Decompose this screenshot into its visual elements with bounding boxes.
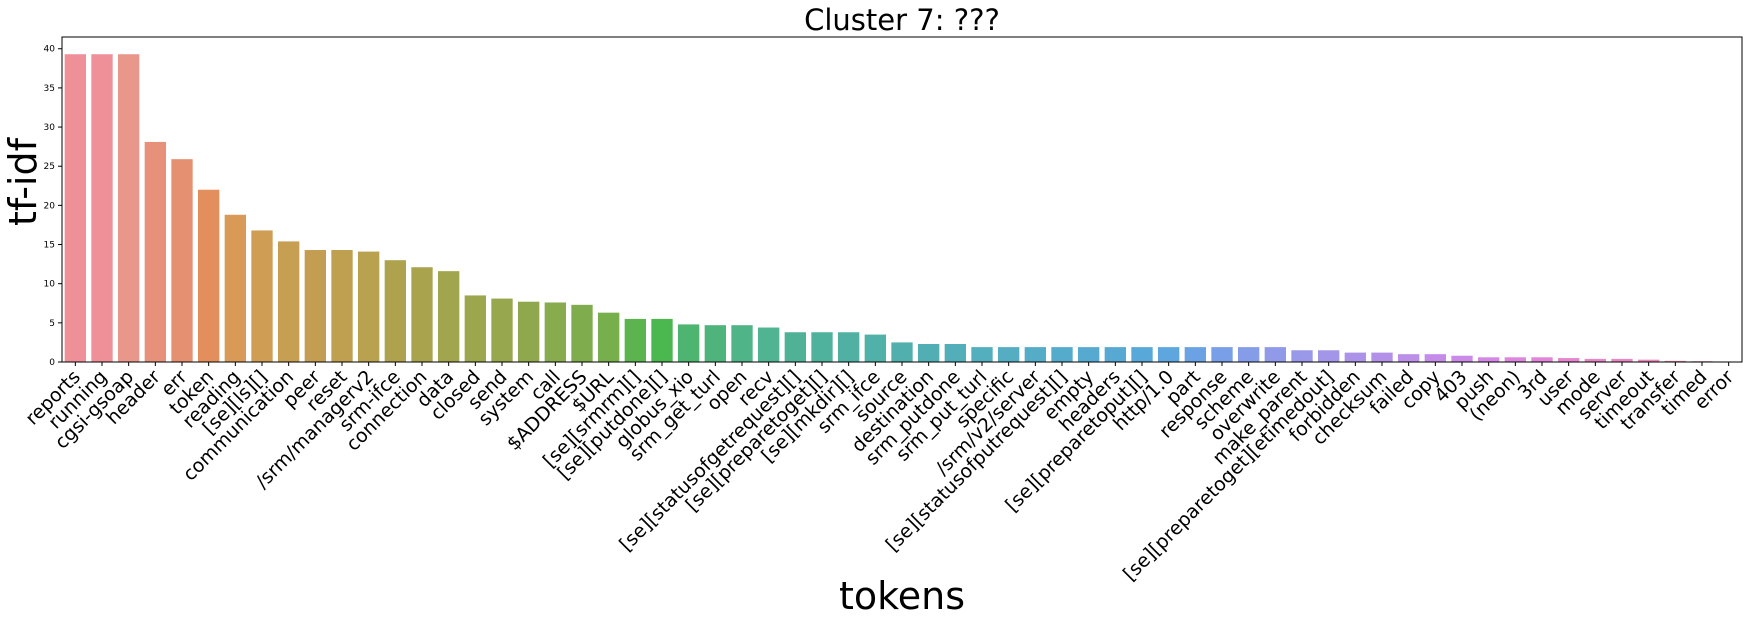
y-tick-label: 0 bbox=[49, 358, 55, 368]
bar bbox=[224, 214, 246, 362]
bar bbox=[971, 347, 993, 362]
bar bbox=[624, 318, 646, 362]
y-axis-ticks: 0 5 10 15 20 25 30 35 40 bbox=[44, 45, 62, 368]
y-tick-label: 30 bbox=[44, 123, 56, 133]
bar bbox=[1238, 347, 1260, 362]
bar bbox=[384, 260, 406, 362]
bar bbox=[678, 324, 700, 362]
y-tick-label: 20 bbox=[44, 201, 56, 211]
bar bbox=[1424, 354, 1446, 362]
y-tick-label: 25 bbox=[44, 162, 55, 172]
bar bbox=[251, 230, 273, 362]
bar bbox=[1078, 347, 1100, 362]
bar bbox=[358, 251, 380, 362]
bar bbox=[1371, 352, 1393, 362]
bar bbox=[1024, 347, 1046, 362]
bar bbox=[198, 189, 220, 362]
chart-title: Cluster 7: ??? bbox=[804, 3, 1000, 37]
x-axis-ticks: reportsrunningcgsi-gsoapheadererrtokenre… bbox=[21, 362, 1738, 585]
bar bbox=[998, 347, 1020, 362]
bar bbox=[731, 325, 753, 362]
bar bbox=[1584, 358, 1606, 362]
bar bbox=[118, 54, 140, 363]
bar bbox=[411, 267, 433, 362]
bar bbox=[1398, 354, 1420, 362]
bar bbox=[1478, 357, 1500, 362]
bar bbox=[1611, 358, 1633, 362]
bar bbox=[544, 302, 566, 362]
bar bbox=[704, 325, 726, 362]
y-tick-label: 40 bbox=[44, 45, 56, 55]
bar bbox=[1504, 357, 1526, 362]
y-tick-label: 35 bbox=[44, 84, 55, 94]
bar bbox=[651, 318, 673, 362]
bar bbox=[1131, 347, 1153, 362]
y-tick-label: 10 bbox=[44, 280, 56, 290]
bar bbox=[1264, 347, 1286, 362]
bar bbox=[1158, 347, 1180, 362]
y-axis-label: tf-idf bbox=[1, 136, 45, 226]
bar bbox=[171, 159, 193, 362]
bar bbox=[1291, 350, 1313, 362]
bar bbox=[864, 334, 886, 362]
bar bbox=[438, 271, 460, 362]
bar bbox=[598, 312, 620, 362]
x-axis-label: tokens bbox=[839, 574, 965, 618]
bar bbox=[1451, 355, 1473, 362]
plot-frame bbox=[61, 36, 1743, 363]
bar bbox=[1664, 360, 1686, 362]
bar bbox=[491, 298, 513, 362]
bar bbox=[918, 343, 940, 362]
bar bbox=[64, 54, 86, 363]
bar bbox=[518, 301, 540, 362]
y-tick-label: 15 bbox=[44, 241, 55, 251]
bar bbox=[1051, 347, 1073, 362]
bar bbox=[91, 54, 113, 363]
bar bbox=[571, 304, 593, 362]
bar bbox=[1184, 347, 1206, 362]
bar bbox=[1558, 358, 1580, 362]
bar bbox=[838, 332, 860, 362]
bar bbox=[144, 141, 166, 362]
bar bbox=[1344, 352, 1366, 362]
y-tick-label: 5 bbox=[49, 319, 55, 329]
bar bbox=[464, 295, 486, 362]
bar bbox=[811, 332, 833, 362]
bar bbox=[758, 327, 780, 362]
bar bbox=[944, 343, 966, 362]
bar bbox=[1211, 347, 1233, 362]
bar bbox=[1104, 347, 1126, 362]
bar bbox=[784, 332, 806, 362]
bar bbox=[304, 250, 326, 362]
bar bbox=[278, 241, 300, 362]
bar bbox=[1318, 350, 1340, 362]
bar bbox=[331, 250, 353, 362]
bar bbox=[891, 342, 913, 362]
bars-group bbox=[64, 54, 1740, 363]
bar bbox=[1531, 357, 1553, 362]
bar bbox=[1638, 359, 1660, 362]
